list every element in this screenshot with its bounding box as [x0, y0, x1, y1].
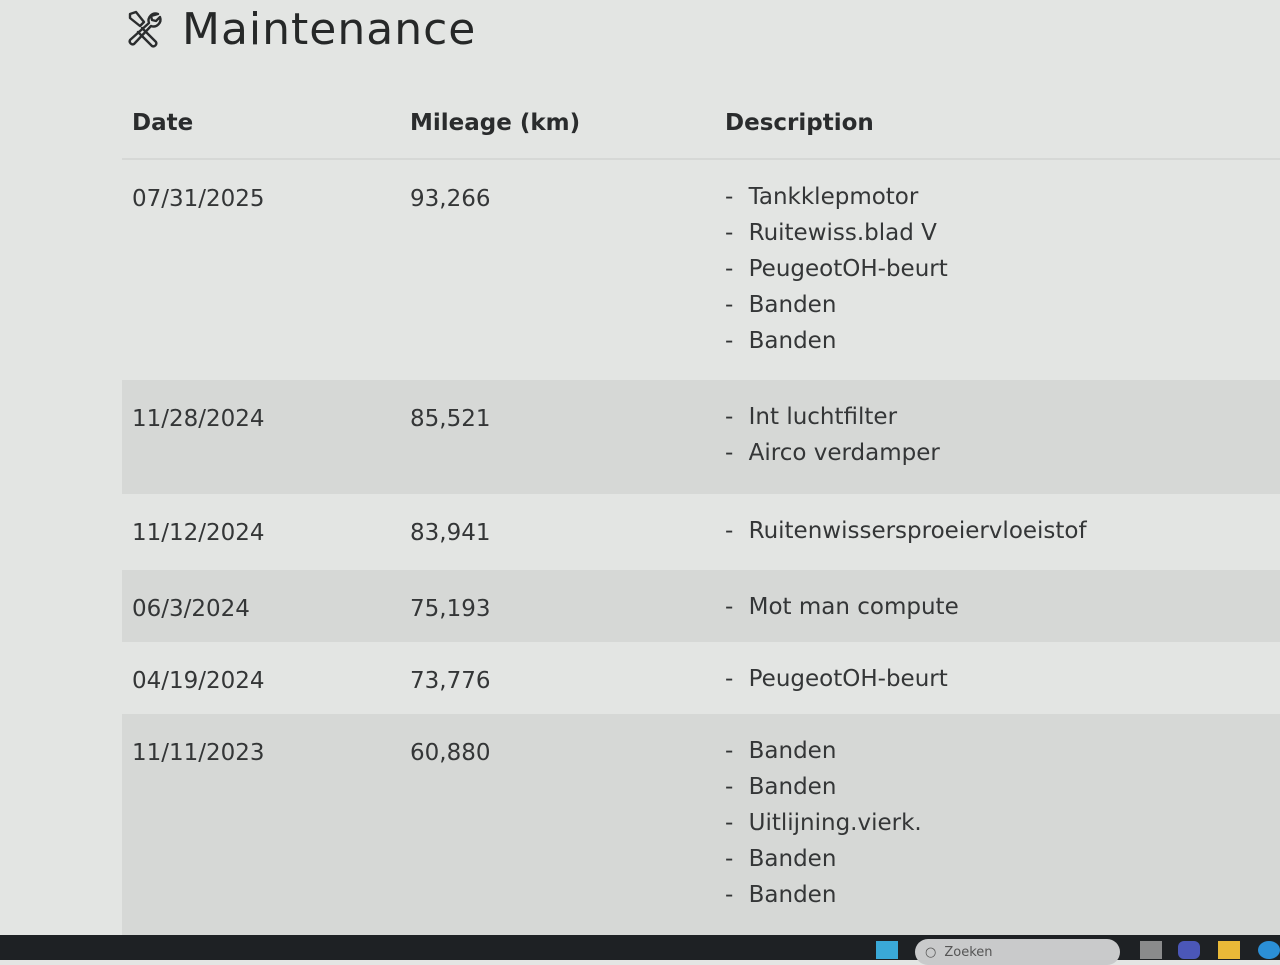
task-view-icon[interactable] — [1140, 941, 1162, 959]
table-row: 11/11/202360,880BandenBandenUitlijning.v… — [122, 714, 1280, 947]
description-item: Ruitewiss.blad V — [725, 218, 1280, 254]
cell-date: 04/19/2024 — [132, 668, 265, 694]
edge-icon[interactable] — [1258, 941, 1280, 959]
cell-date: 11/12/2024 — [132, 520, 265, 546]
header-mileage: Mileage (km) — [410, 110, 581, 136]
wrench-screwdriver-icon — [124, 8, 164, 52]
description-item: Banden — [725, 772, 1280, 808]
cell-date: 07/31/2025 — [132, 186, 265, 212]
cell-date: 06/3/2024 — [132, 596, 250, 622]
description-item: Banden — [725, 290, 1280, 326]
cell-mileage: 93,266 — [410, 186, 491, 212]
table-row: 04/19/2024 73,776 PeugeotOH-beurt — [122, 642, 1280, 714]
page-header: Maintenance — [124, 4, 476, 55]
file-explorer-icon[interactable] — [1218, 941, 1240, 959]
maintenance-table: Date Mileage (km) Description 07/31/2025… — [122, 88, 1280, 947]
taskbar-search[interactable]: ○ Zoeken — [915, 939, 1120, 965]
page-title: Maintenance — [182, 4, 477, 55]
description-item: Tankklepmotor — [725, 182, 1280, 218]
table-row: 07/31/2025 93,266 TankklepmotorRuitewiss.b… — [122, 160, 1280, 380]
cell-description: Ruitenwissersproeiervloeistof — [725, 494, 1280, 570]
description-item: Ruitenwissersproeiervloeistof — [725, 516, 1280, 552]
cell-mileage: 83,941 — [410, 520, 491, 546]
windows-start-icon[interactable] — [876, 941, 898, 959]
description-item: Int luchtfilter — [725, 402, 1280, 438]
description-item: PeugeotOH-beurt — [725, 254, 1280, 290]
description-item: Airco verdamper — [725, 438, 1280, 474]
description-item: Uitlijning.vierk. — [725, 808, 1280, 844]
search-placeholder: Zoeken — [944, 944, 993, 960]
description-item: Mot man compute — [725, 592, 1280, 628]
cell-date: 11/28/2024 — [132, 406, 265, 432]
cell-description: TankklepmotorRuitewiss.blad VPeugeotOH-b… — [725, 160, 1280, 380]
cell-description: BandenBandenUitlijning.vierk.BandenBande… — [725, 714, 1280, 947]
cell-description: PeugeotOH-beurt — [725, 642, 1280, 714]
teams-icon[interactable] — [1178, 941, 1200, 959]
cell-description: Int luchtfilterAirco verdamper — [725, 380, 1280, 494]
cell-mileage: 60,880 — [410, 740, 491, 766]
cell-description: Mot man compute — [725, 570, 1280, 642]
description-item: Banden — [725, 326, 1280, 362]
description-item: Banden — [725, 844, 1280, 880]
cell-mileage: 85,521 — [410, 406, 491, 432]
cell-mileage: 75,193 — [410, 596, 491, 622]
table-header: Date Mileage (km) Description — [122, 88, 1280, 160]
header-date: Date — [132, 110, 194, 136]
cell-mileage: 73,776 — [410, 668, 491, 694]
table-row: 11/28/2024 85,521 Int luchtfilterAirco ver… — [122, 380, 1280, 494]
header-description: Description — [725, 110, 874, 136]
description-item: Banden — [725, 736, 1280, 772]
description-item: PeugeotOH-beurt — [725, 664, 1280, 700]
cell-date: 11/11/2023 — [132, 740, 265, 766]
table-row: 11/12/2024 83,941 Ruitenwissersproeiervloe… — [122, 494, 1280, 570]
search-icon: ○ — [925, 944, 937, 960]
table-row: 06/3/2024 75,193 Mot man compute — [122, 570, 1280, 642]
description-item: Banden — [725, 880, 1280, 916]
